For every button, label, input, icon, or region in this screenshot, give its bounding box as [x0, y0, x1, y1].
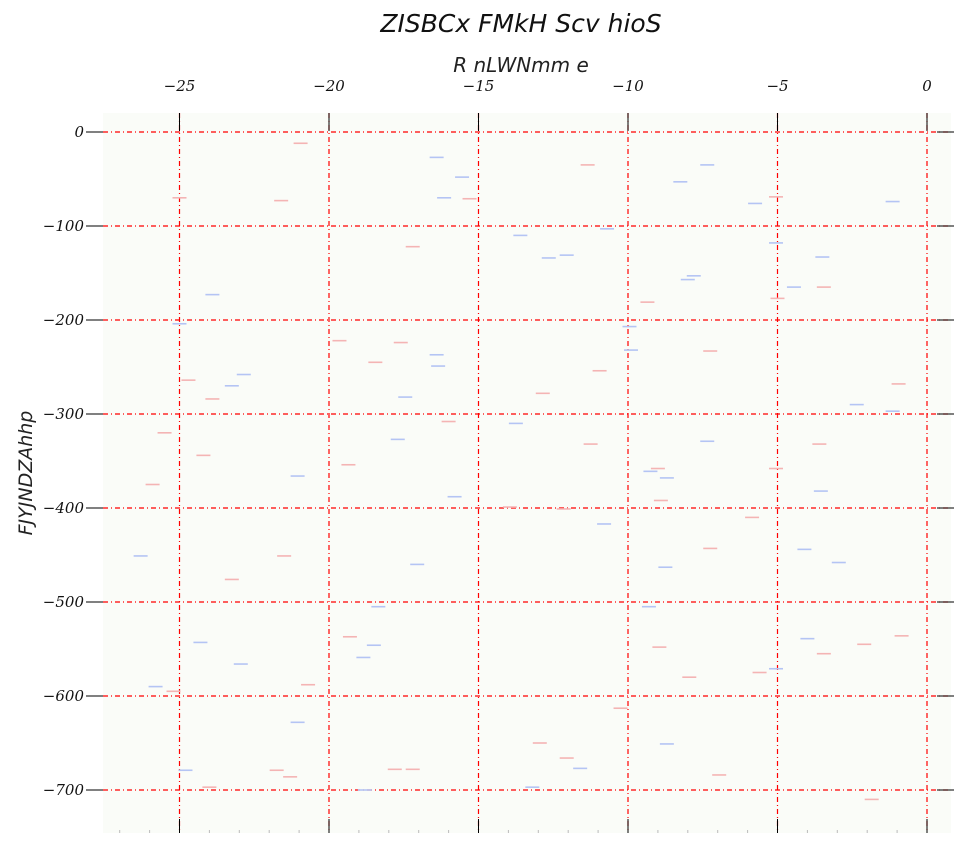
- grid: [103, 113, 951, 833]
- y-tick-label: −400: [43, 499, 85, 517]
- y-axis-label: FJYJNDZAhhp: [15, 411, 37, 536]
- x-tick-label: −25: [164, 77, 196, 95]
- x-tick-label: −20: [313, 77, 345, 95]
- x-tick-label: −15: [463, 77, 495, 95]
- x-axis-ticks: −25 −20 −15 −10 −5 0: [119, 77, 932, 833]
- y-tick-label: 0: [74, 123, 84, 141]
- x-axis-label: R nLWNmm e: [453, 53, 589, 77]
- x-tick-label: −10: [612, 77, 644, 95]
- x-tick-label: −5: [766, 77, 788, 95]
- y-tick-label: −600: [43, 687, 85, 705]
- data-marks: [133, 142, 909, 801]
- y-tick-label: −700: [43, 781, 85, 799]
- y-axis-ticks: 0 −100 −200 −300 −400 −500 −600 −700: [43, 123, 954, 799]
- x-tick-label: 0: [922, 77, 932, 95]
- plot-area: [103, 113, 951, 833]
- y-tick-label: −100: [43, 217, 85, 235]
- y-tick-label: −500: [43, 593, 85, 611]
- y-tick-label: −300: [43, 405, 85, 423]
- chart-title: ZISBCx FMkH Scv hioS: [379, 9, 661, 38]
- y-tick-label: −200: [43, 311, 85, 329]
